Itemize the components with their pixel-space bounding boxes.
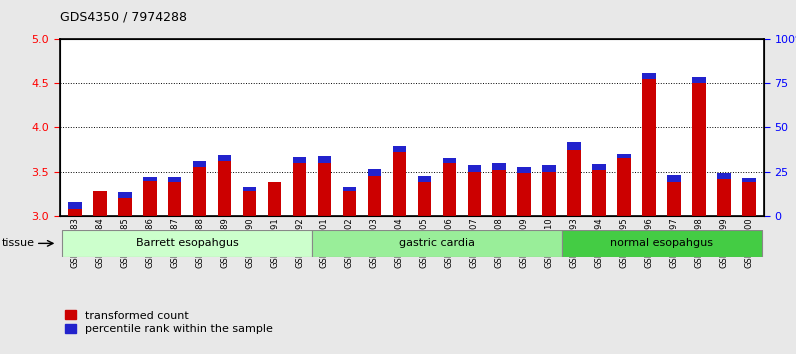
Bar xyxy=(312,230,562,257)
Bar xyxy=(142,177,157,181)
Bar xyxy=(267,182,282,216)
Bar xyxy=(368,169,381,176)
Bar xyxy=(443,159,456,163)
Bar xyxy=(618,159,631,216)
Bar xyxy=(118,198,131,216)
Bar xyxy=(368,176,381,216)
Bar xyxy=(693,83,706,216)
Bar xyxy=(542,166,556,172)
Bar xyxy=(243,191,256,216)
Bar xyxy=(68,202,81,209)
Bar xyxy=(342,187,357,191)
Bar xyxy=(743,182,756,216)
Bar xyxy=(342,191,357,216)
Bar xyxy=(168,177,181,182)
Bar xyxy=(443,163,456,216)
Text: normal esopahgus: normal esopahgus xyxy=(611,238,713,249)
Bar xyxy=(717,172,731,179)
Bar xyxy=(168,182,181,216)
Bar xyxy=(642,73,656,79)
Text: gastric cardia: gastric cardia xyxy=(399,238,475,249)
Bar xyxy=(717,179,731,216)
Bar xyxy=(568,149,581,216)
Bar xyxy=(693,77,706,83)
Bar xyxy=(493,170,506,216)
Bar xyxy=(142,181,157,216)
Legend: transformed count, percentile rank within the sample: transformed count, percentile rank withi… xyxy=(65,310,273,334)
Bar xyxy=(743,178,756,182)
Bar xyxy=(592,170,607,216)
Bar xyxy=(592,164,607,170)
Bar xyxy=(493,163,506,170)
Bar xyxy=(193,167,206,216)
Text: Barrett esopahgus: Barrett esopahgus xyxy=(136,238,239,249)
Bar xyxy=(193,161,206,167)
Bar xyxy=(392,152,406,216)
Bar xyxy=(217,155,232,161)
Bar xyxy=(418,176,431,182)
Bar xyxy=(667,175,681,182)
Bar xyxy=(293,156,306,163)
Bar xyxy=(418,182,431,216)
Bar xyxy=(68,209,81,216)
Bar xyxy=(467,166,482,172)
Bar xyxy=(467,172,482,216)
Bar xyxy=(618,154,631,159)
Bar xyxy=(62,230,312,257)
Bar xyxy=(118,192,131,198)
Bar xyxy=(318,163,331,216)
Text: tissue: tissue xyxy=(2,238,34,249)
Bar xyxy=(667,182,681,216)
Bar xyxy=(568,142,581,149)
Bar xyxy=(642,79,656,216)
Bar xyxy=(293,163,306,216)
Bar xyxy=(318,156,331,163)
Bar xyxy=(517,167,531,173)
Bar xyxy=(217,161,232,216)
Bar xyxy=(517,173,531,216)
Text: GDS4350 / 7974288: GDS4350 / 7974288 xyxy=(60,11,187,24)
Bar xyxy=(542,172,556,216)
Bar xyxy=(392,146,406,152)
Bar xyxy=(93,191,107,216)
Bar xyxy=(243,187,256,191)
Bar xyxy=(562,230,762,257)
